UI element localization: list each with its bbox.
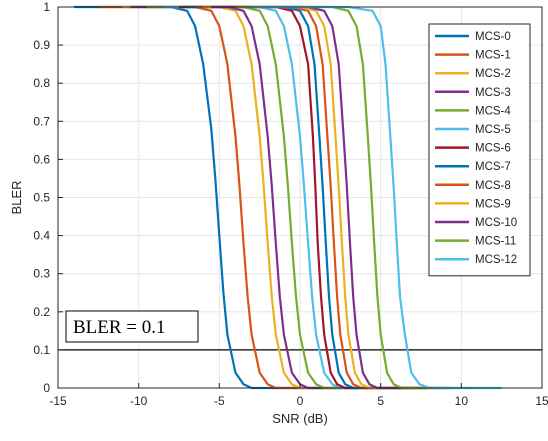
series-line-mcs-10 — [211, 5, 450, 390]
legend-label: MCS-4 — [475, 105, 511, 117]
series-line-mcs-4 — [146, 5, 397, 390]
legend-label: MCS-10 — [475, 217, 517, 229]
series-line-mcs-3 — [130, 5, 381, 390]
series-line-mcs-7 — [187, 5, 426, 390]
annotation-text: BLER = 0.1 — [73, 317, 166, 338]
series-line-mcs-1 — [98, 5, 349, 390]
x-tick-label: 10 — [455, 394, 469, 408]
x-tick-label: -15 — [49, 394, 67, 408]
series-line-mcs-9 — [203, 5, 442, 390]
legend-frame — [428, 23, 531, 277]
y-tick-label: 0.1 — [33, 343, 50, 357]
tick-labels: -15 -10 -5 0 5 10 15 0 0.1 0.2 0.3 0.4 0.5 0.6 0.7 0.8 0… — [33, 0, 548, 408]
series-line-mcs-0 — [74, 5, 325, 390]
x-tick-label: 5 — [377, 394, 384, 408]
series-line-mcs-11 — [235, 5, 475, 390]
legend-label: MCS-3 — [475, 87, 511, 99]
legend-label: MCS-6 — [475, 143, 511, 155]
series-line-mcs-5 — [162, 5, 413, 390]
series-line-mcs-6 — [179, 5, 418, 390]
annotation-box: BLER = 0.1 — [65, 310, 199, 343]
y-tick-label: 0.5 — [33, 191, 50, 205]
legend: MCS-0 MCS-1 MCS-2 MCS-3 MCS-4 MCS-5 MCS-6 MCS-7… — [428, 23, 531, 277]
legend-label: MCS-5 — [475, 124, 511, 136]
y-tick-label: 0.2 — [33, 305, 50, 319]
series-line-mcs-2 — [122, 5, 373, 390]
y-tick-label: 0.9 — [33, 38, 50, 52]
legend-label: MCS-2 — [475, 68, 511, 80]
x-tick-label: -10 — [130, 394, 148, 408]
x-tick-label: 0 — [297, 394, 304, 408]
legend-label: MCS-9 — [475, 198, 511, 210]
series-line-mcs-12 — [251, 5, 502, 390]
series-line-mcs-8 — [195, 5, 434, 390]
annotation-frame — [65, 310, 199, 343]
series-group — [74, 5, 502, 390]
x-axis-label: SNR (dB) — [272, 411, 328, 426]
legend-label: MCS-1 — [475, 50, 511, 62]
y-tick-label: 0 — [43, 381, 50, 395]
y-tick-label: 0.8 — [33, 76, 50, 90]
x-tick-label: 15 — [535, 394, 548, 408]
x-tick-label: -5 — [214, 394, 225, 408]
legend-label: MCS-11 — [475, 236, 516, 248]
legend-label: MCS-7 — [475, 161, 511, 173]
y-tick-label: 0.3 — [33, 267, 50, 281]
y-tick-label: 1 — [43, 0, 50, 14]
legend-label: MCS-12 — [475, 254, 517, 266]
y-tick-label: 0.6 — [33, 152, 50, 166]
y-axis-label: BLER — [9, 181, 24, 215]
y-tick-label: 0.4 — [33, 229, 50, 243]
y-tick-label: 0.7 — [33, 114, 50, 128]
legend-label: MCS-0 — [475, 31, 511, 43]
legend-label: MCS-8 — [475, 180, 511, 192]
